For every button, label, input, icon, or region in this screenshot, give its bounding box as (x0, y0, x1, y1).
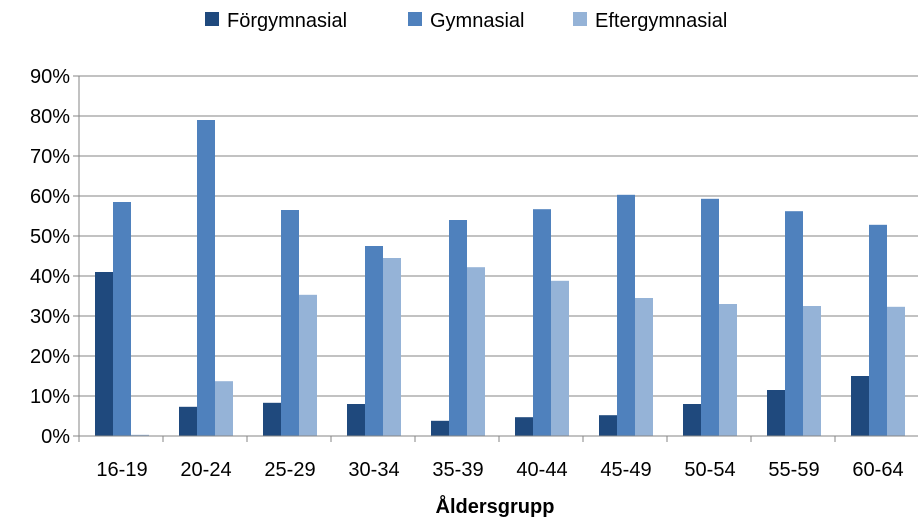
bar-3-60-64 (887, 306, 905, 436)
bar-3-45-49 (635, 298, 653, 436)
y-tick-label: 10% (30, 386, 70, 408)
x-axis-ticks: 16-19 20-24 25-29 30-34 35-39 40-44 45-49 50-54… (96, 459, 903, 481)
y-tick-label: 80% (30, 106, 70, 128)
legend-swatch (573, 12, 587, 26)
bar-2-16-19 (113, 202, 131, 436)
x-tick-label: 25-29 (264, 459, 315, 481)
bar-3-55-59 (803, 306, 821, 436)
legend-label: Gymnasial (430, 10, 524, 32)
x-tick-label: 20-24 (180, 459, 231, 481)
y-tick-label: 40% (30, 266, 70, 288)
bar-1-55-59 (767, 390, 785, 436)
y-tick-label: 30% (30, 306, 70, 328)
bars (95, 120, 905, 436)
y-tick-label: 0% (41, 426, 70, 448)
x-axis-title: Åldersgrupp (436, 494, 555, 518)
bar-1-60-64 (851, 376, 869, 436)
bar-2-45-49 (617, 194, 635, 436)
bar-3-25-29 (299, 294, 317, 436)
legend-swatch (205, 12, 219, 26)
bar-1-50-54 (683, 404, 701, 436)
x-tick-label: 40-44 (516, 459, 567, 481)
bar-3-20-24 (215, 381, 233, 436)
bar-2-20-24 (197, 120, 215, 436)
bar-1-20-24 (179, 406, 197, 436)
legend-swatch (408, 12, 422, 26)
bar-1-35-39 (431, 420, 449, 436)
bar-3-16-19 (131, 434, 149, 436)
legend: Förgymnasial Gymnasial Eftergymnasial (205, 10, 727, 32)
bar-1-40-44 (515, 417, 533, 436)
bar-2-55-59 (785, 211, 803, 436)
bar-2-50-54 (701, 198, 719, 436)
legend-label: Eftergymnasial (595, 10, 727, 32)
bar-1-25-29 (263, 402, 281, 436)
y-tick-label: 60% (30, 186, 70, 208)
y-axis-ticks: 0% 10% 20% 30% 40% 50% 60% 70% 80% 90% (30, 66, 70, 448)
gridlines (79, 75, 918, 397)
bar-1-30-34 (347, 404, 365, 436)
y-tick-label: 20% (30, 346, 70, 368)
x-tick-label: 35-39 (432, 459, 483, 481)
x-tick-label: 30-34 (348, 459, 399, 481)
y-tick-label: 70% (30, 146, 70, 168)
bar-1-45-49 (599, 415, 617, 436)
bar-2-60-64 (869, 224, 887, 436)
x-tick-label: 60-64 (852, 459, 903, 481)
x-tick-label: 16-19 (96, 459, 147, 481)
axes (73, 75, 918, 442)
bar-3-30-34 (383, 258, 401, 436)
bar-1-16-19 (95, 272, 113, 436)
bar-2-35-39 (449, 220, 467, 436)
bar-3-40-44 (551, 280, 569, 436)
bar-2-30-34 (365, 246, 383, 436)
bar-3-35-39 (467, 267, 485, 436)
y-tick-label: 50% (30, 226, 70, 248)
x-tick-label: 45-49 (600, 459, 651, 481)
bar-2-40-44 (533, 209, 551, 436)
y-tick-label: 90% (30, 66, 70, 88)
legend-label: Förgymnasial (227, 10, 347, 32)
bar-2-25-29 (281, 210, 299, 436)
bar-3-50-54 (719, 304, 737, 436)
x-tick-label: 55-59 (768, 459, 819, 481)
x-tick-label: 50-54 (684, 459, 735, 481)
